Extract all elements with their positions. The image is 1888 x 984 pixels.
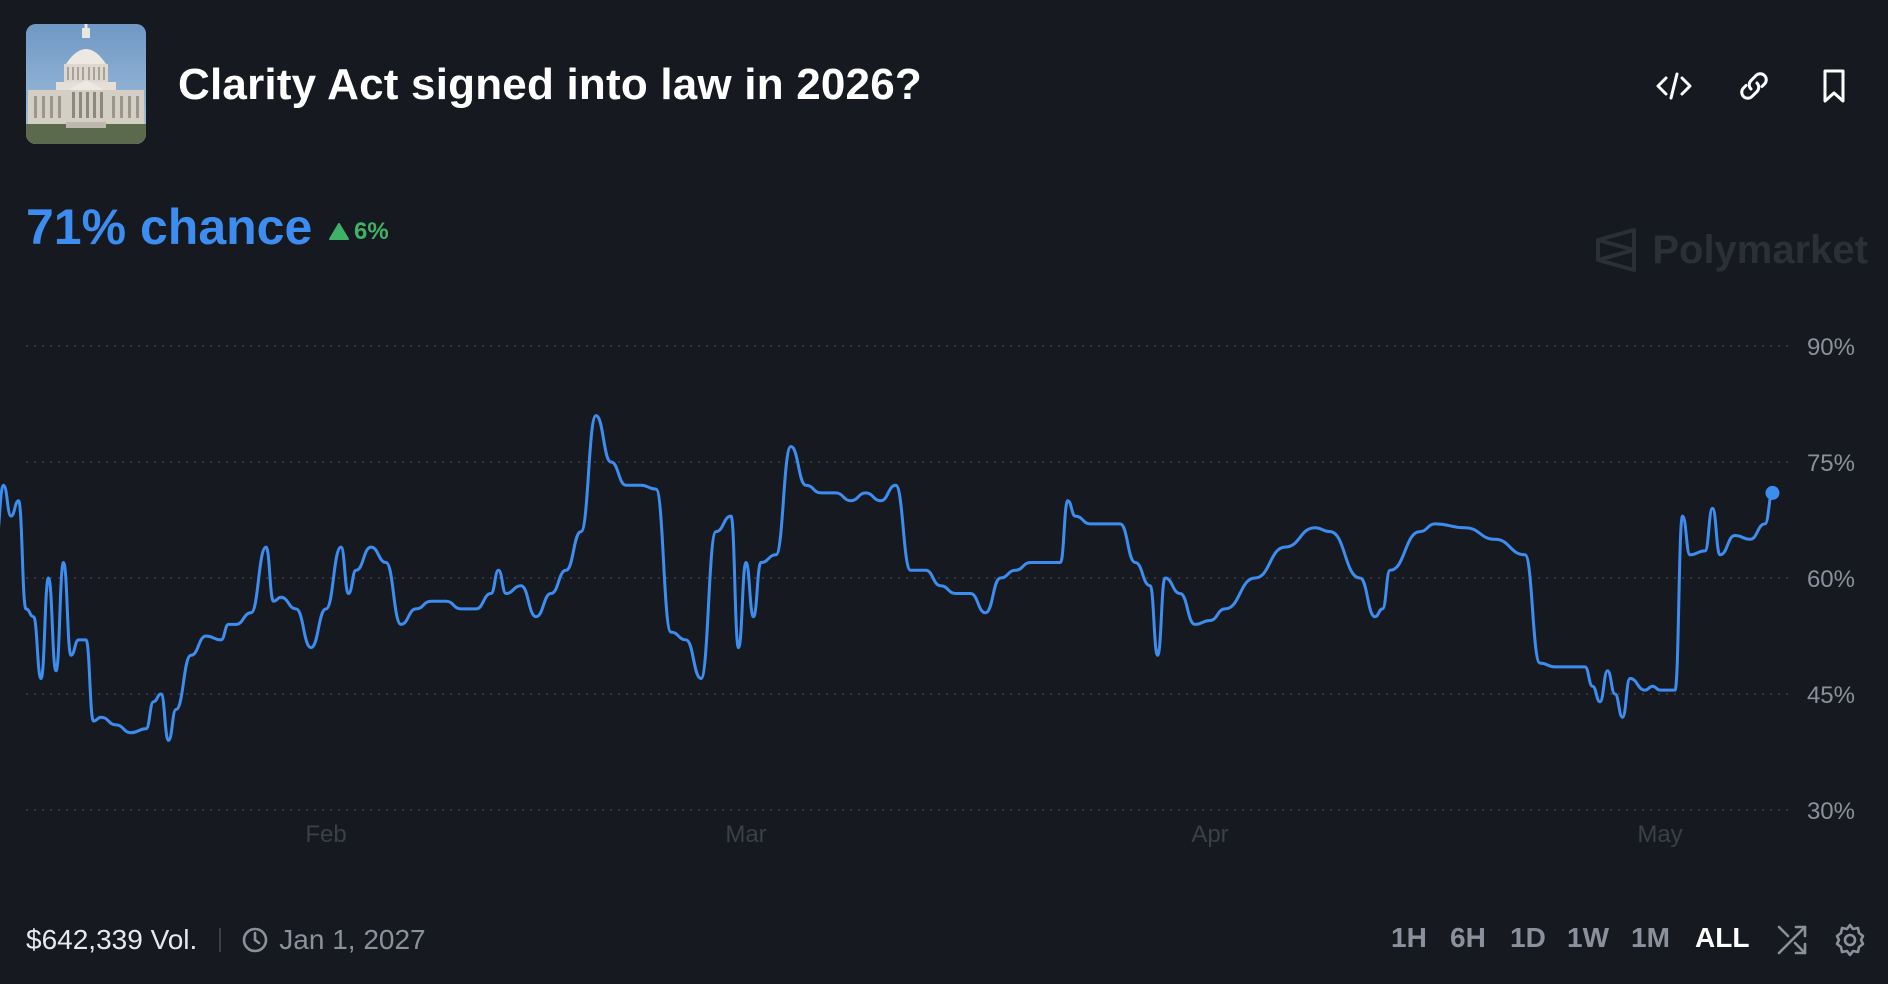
current-price-dot (1765, 485, 1780, 500)
chance-value: 71% chance (26, 199, 313, 255)
volume-text: $642,339 Vol. (26, 924, 198, 955)
y-tick-label: 60% (1807, 566, 1855, 593)
capitol-building-image (26, 24, 146, 144)
footer-divider (219, 928, 222, 952)
y-tick-label: 30% (1807, 798, 1855, 825)
link-icon[interactable] (1734, 66, 1774, 106)
range-6h-button[interactable]: 6H (1450, 922, 1486, 953)
x-tick-label: Apr (1191, 821, 1228, 848)
y-axis-ticks: 90% 75% 60% 45% 30% (1807, 334, 1855, 825)
polymarket-watermark: Polymarket (1594, 226, 1868, 274)
end-date-text: Jan 1, 2027 (279, 924, 426, 955)
clock-icon (242, 927, 268, 953)
y-tick-label: 75% (1807, 450, 1855, 477)
x-tick-label: Feb (305, 821, 346, 848)
y-tick-label: 45% (1807, 682, 1855, 709)
price-series-line (0, 414, 1774, 742)
footer-info: $642,339 Vol. Jan 1, 2027 (26, 922, 426, 958)
range-1m-button[interactable]: 1M (1631, 922, 1670, 953)
change-value: 6% (354, 218, 389, 245)
range-all-button[interactable]: ALL (1695, 922, 1750, 953)
y-tick-label: 90% (1807, 334, 1855, 361)
range-1h-button[interactable]: 1H (1391, 922, 1427, 953)
change-badge: 6% (328, 218, 389, 246)
market-title: Clarity Act signed into law in 2026? (178, 60, 922, 109)
gear-icon[interactable] (1832, 922, 1868, 958)
x-tick-label: May (1637, 821, 1682, 848)
polymarket-logo-icon (1596, 228, 1637, 272)
chart-grid (26, 345, 1788, 811)
watermark-text: Polymarket (1652, 227, 1868, 272)
range-1d-button[interactable]: 1D (1510, 922, 1546, 953)
triangle-up-icon (329, 223, 349, 240)
x-tick-label: Mar (725, 821, 766, 848)
market-image (26, 24, 146, 144)
bookmark-icon[interactable] (1814, 66, 1854, 106)
x-axis-ticks: Feb Mar Apr May (305, 821, 1682, 848)
code-icon[interactable] (1654, 66, 1694, 106)
range-1w-button[interactable]: 1W (1567, 922, 1609, 953)
shuffle-icon[interactable] (1774, 922, 1810, 958)
